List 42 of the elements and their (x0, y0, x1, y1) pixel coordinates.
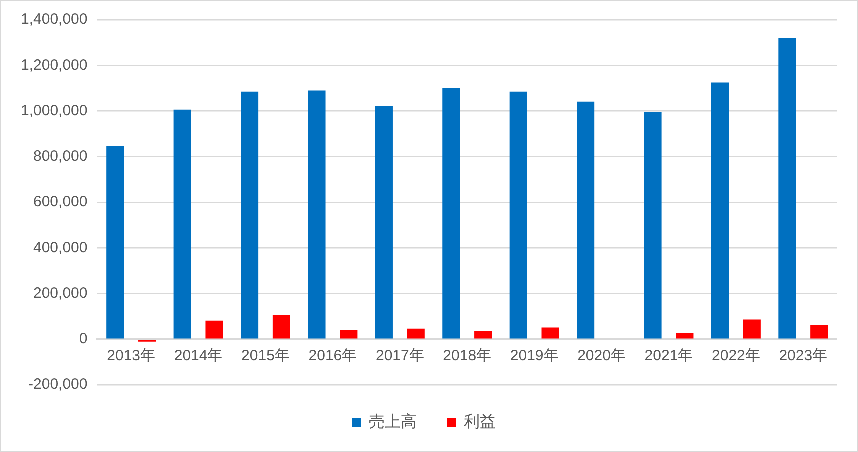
x-tick-label: 2018年 (443, 348, 492, 365)
x-tick-label: 2015年 (242, 348, 290, 365)
x-tick-label: 2023年 (779, 348, 828, 365)
x-tick-label: 2014年 (174, 348, 223, 365)
bar (308, 90, 326, 339)
bar (206, 320, 224, 339)
bar (241, 92, 259, 339)
y-tick-label: 400,000 (33, 239, 88, 256)
bar (174, 110, 192, 339)
bar (106, 146, 124, 339)
bar (577, 102, 595, 339)
y-tick-label: 1,000,000 (20, 102, 88, 120)
y-tick-label: 600,000 (33, 194, 88, 211)
bar (778, 38, 796, 339)
bar (272, 315, 290, 339)
x-tick-label: 2016年 (308, 348, 358, 365)
y-tick-label: 800,000 (33, 148, 88, 166)
x-tick-label: 2019年 (510, 348, 559, 365)
bar (676, 333, 694, 339)
y-tick-label: -200,000 (28, 376, 88, 394)
x-tick-label: 2013年 (107, 348, 156, 365)
bar (542, 328, 560, 339)
bar (442, 88, 460, 339)
bar (407, 328, 425, 339)
y-tick-label: 1,400,000 (20, 11, 88, 28)
bar (743, 320, 761, 339)
legend-label: 利益 (464, 412, 496, 432)
bar (474, 331, 492, 339)
bar (810, 325, 828, 339)
bar (375, 106, 393, 339)
bar (711, 82, 730, 339)
y-tick-label: 0 (79, 330, 88, 348)
bar (510, 92, 528, 339)
x-tick-label: 2017年 (376, 348, 424, 365)
bar (644, 112, 662, 339)
legend-label: 売上高 (369, 412, 417, 432)
y-tick-label: 200,000 (33, 284, 88, 302)
x-tick-label: 2021年 (644, 348, 694, 365)
x-tick-label: 2020年 (578, 348, 626, 365)
bar (340, 330, 358, 339)
y-tick-label: 1,200,000 (20, 56, 88, 74)
x-tick-label: 2022年 (712, 348, 760, 365)
